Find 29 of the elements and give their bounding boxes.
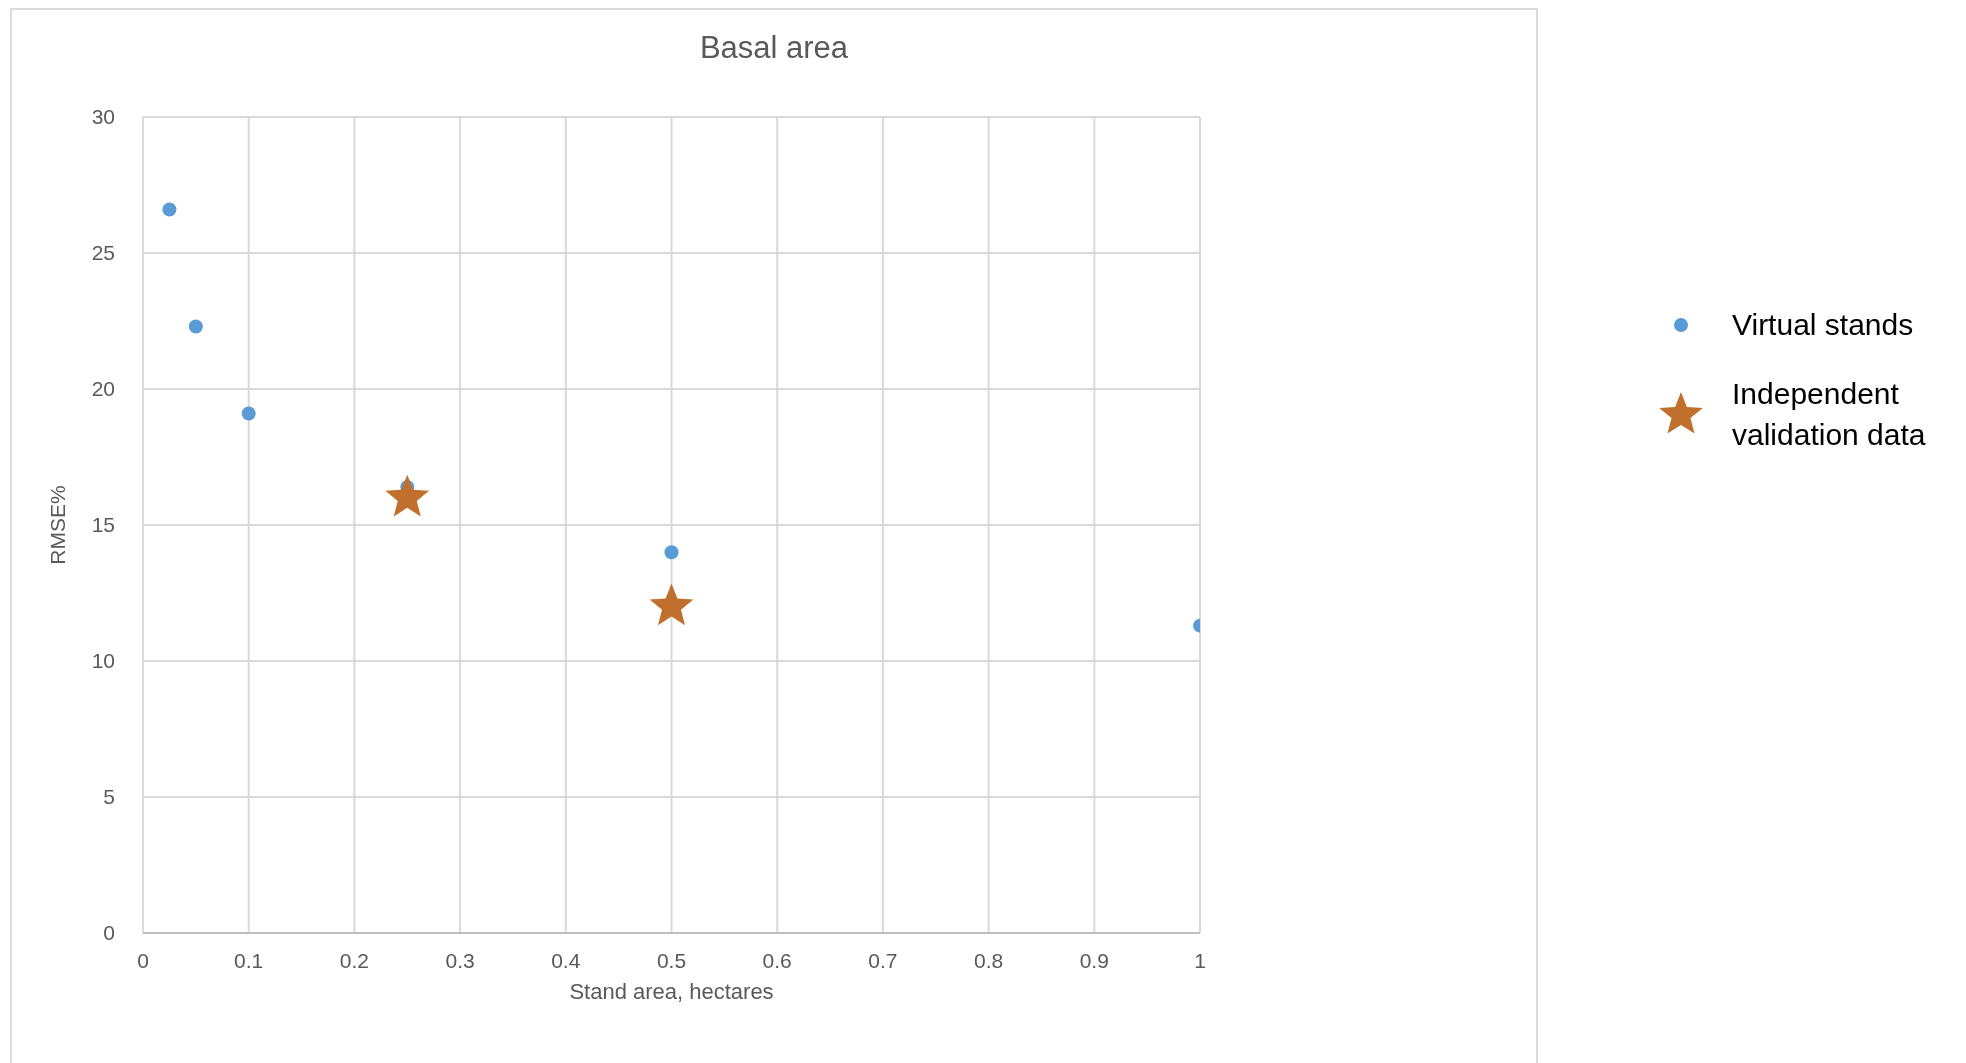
x-axis-title: Stand area, hectares bbox=[569, 979, 774, 1004]
x-tick-label: 0 bbox=[137, 948, 149, 972]
x-tick-label: 1 bbox=[1194, 948, 1206, 972]
chart-title: Basal area bbox=[698, 30, 850, 66]
point bbox=[385, 474, 430, 517]
y-tick-label: 10 bbox=[91, 649, 115, 673]
y-tick-label: 25 bbox=[91, 241, 115, 265]
point bbox=[162, 202, 177, 217]
y-axis-title: RMSE% bbox=[46, 485, 70, 565]
point bbox=[664, 545, 679, 560]
legend-label: Virtual stands bbox=[1732, 306, 1914, 343]
point bbox=[649, 583, 694, 626]
x-tick-label: 0.1 bbox=[234, 948, 264, 972]
point bbox=[241, 406, 256, 421]
x-tick-label: 0.8 bbox=[974, 948, 1004, 972]
x-tick-label: 0.7 bbox=[868, 948, 898, 972]
x-tick-label: 0.6 bbox=[762, 948, 792, 972]
x-tick-label: 0.3 bbox=[445, 948, 475, 972]
y-tick-label: 5 bbox=[103, 785, 115, 809]
x-tick-label: 0.5 bbox=[656, 948, 687, 972]
x-tick-label: 0.9 bbox=[1079, 948, 1109, 972]
x-tick-label: 0.4 bbox=[551, 948, 581, 972]
y-tick-label: 20 bbox=[91, 377, 115, 401]
y-tick-label: 15 bbox=[91, 513, 115, 537]
y-tick-label: 30 bbox=[91, 105, 115, 129]
y-tick-label: 0 bbox=[103, 921, 115, 945]
x-tick-label: 0.2 bbox=[339, 948, 369, 972]
legend-label: Independent validation data bbox=[1732, 376, 1927, 453]
point bbox=[188, 319, 203, 334]
